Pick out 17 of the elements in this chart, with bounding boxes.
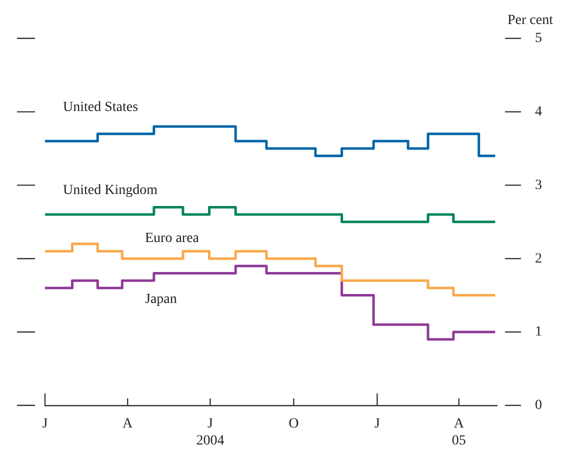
- x-tick-label: A: [122, 416, 134, 432]
- series-label: Euro area: [145, 231, 200, 246]
- x-tick-label: J: [42, 416, 48, 432]
- series-label: United States: [63, 100, 138, 115]
- y-tick-label: 2: [535, 251, 542, 266]
- x-tick-label: J: [374, 416, 380, 432]
- x-tick-label: A 05: [452, 416, 466, 448]
- y-tick-label: 1: [535, 324, 542, 340]
- series-label: Japan: [145, 292, 177, 307]
- x-tick-label: J 2004: [196, 416, 224, 448]
- y-tick-label: 3: [535, 178, 542, 193]
- y-tick-label: 0: [535, 398, 542, 414]
- y-tick-label: 5: [535, 31, 542, 46]
- y-tick-label: 4: [535, 104, 542, 120]
- y-axis-title: Per cent: [508, 13, 554, 28]
- series-label: United Kingdom: [63, 183, 158, 198]
- x-tick-label: O: [288, 416, 299, 432]
